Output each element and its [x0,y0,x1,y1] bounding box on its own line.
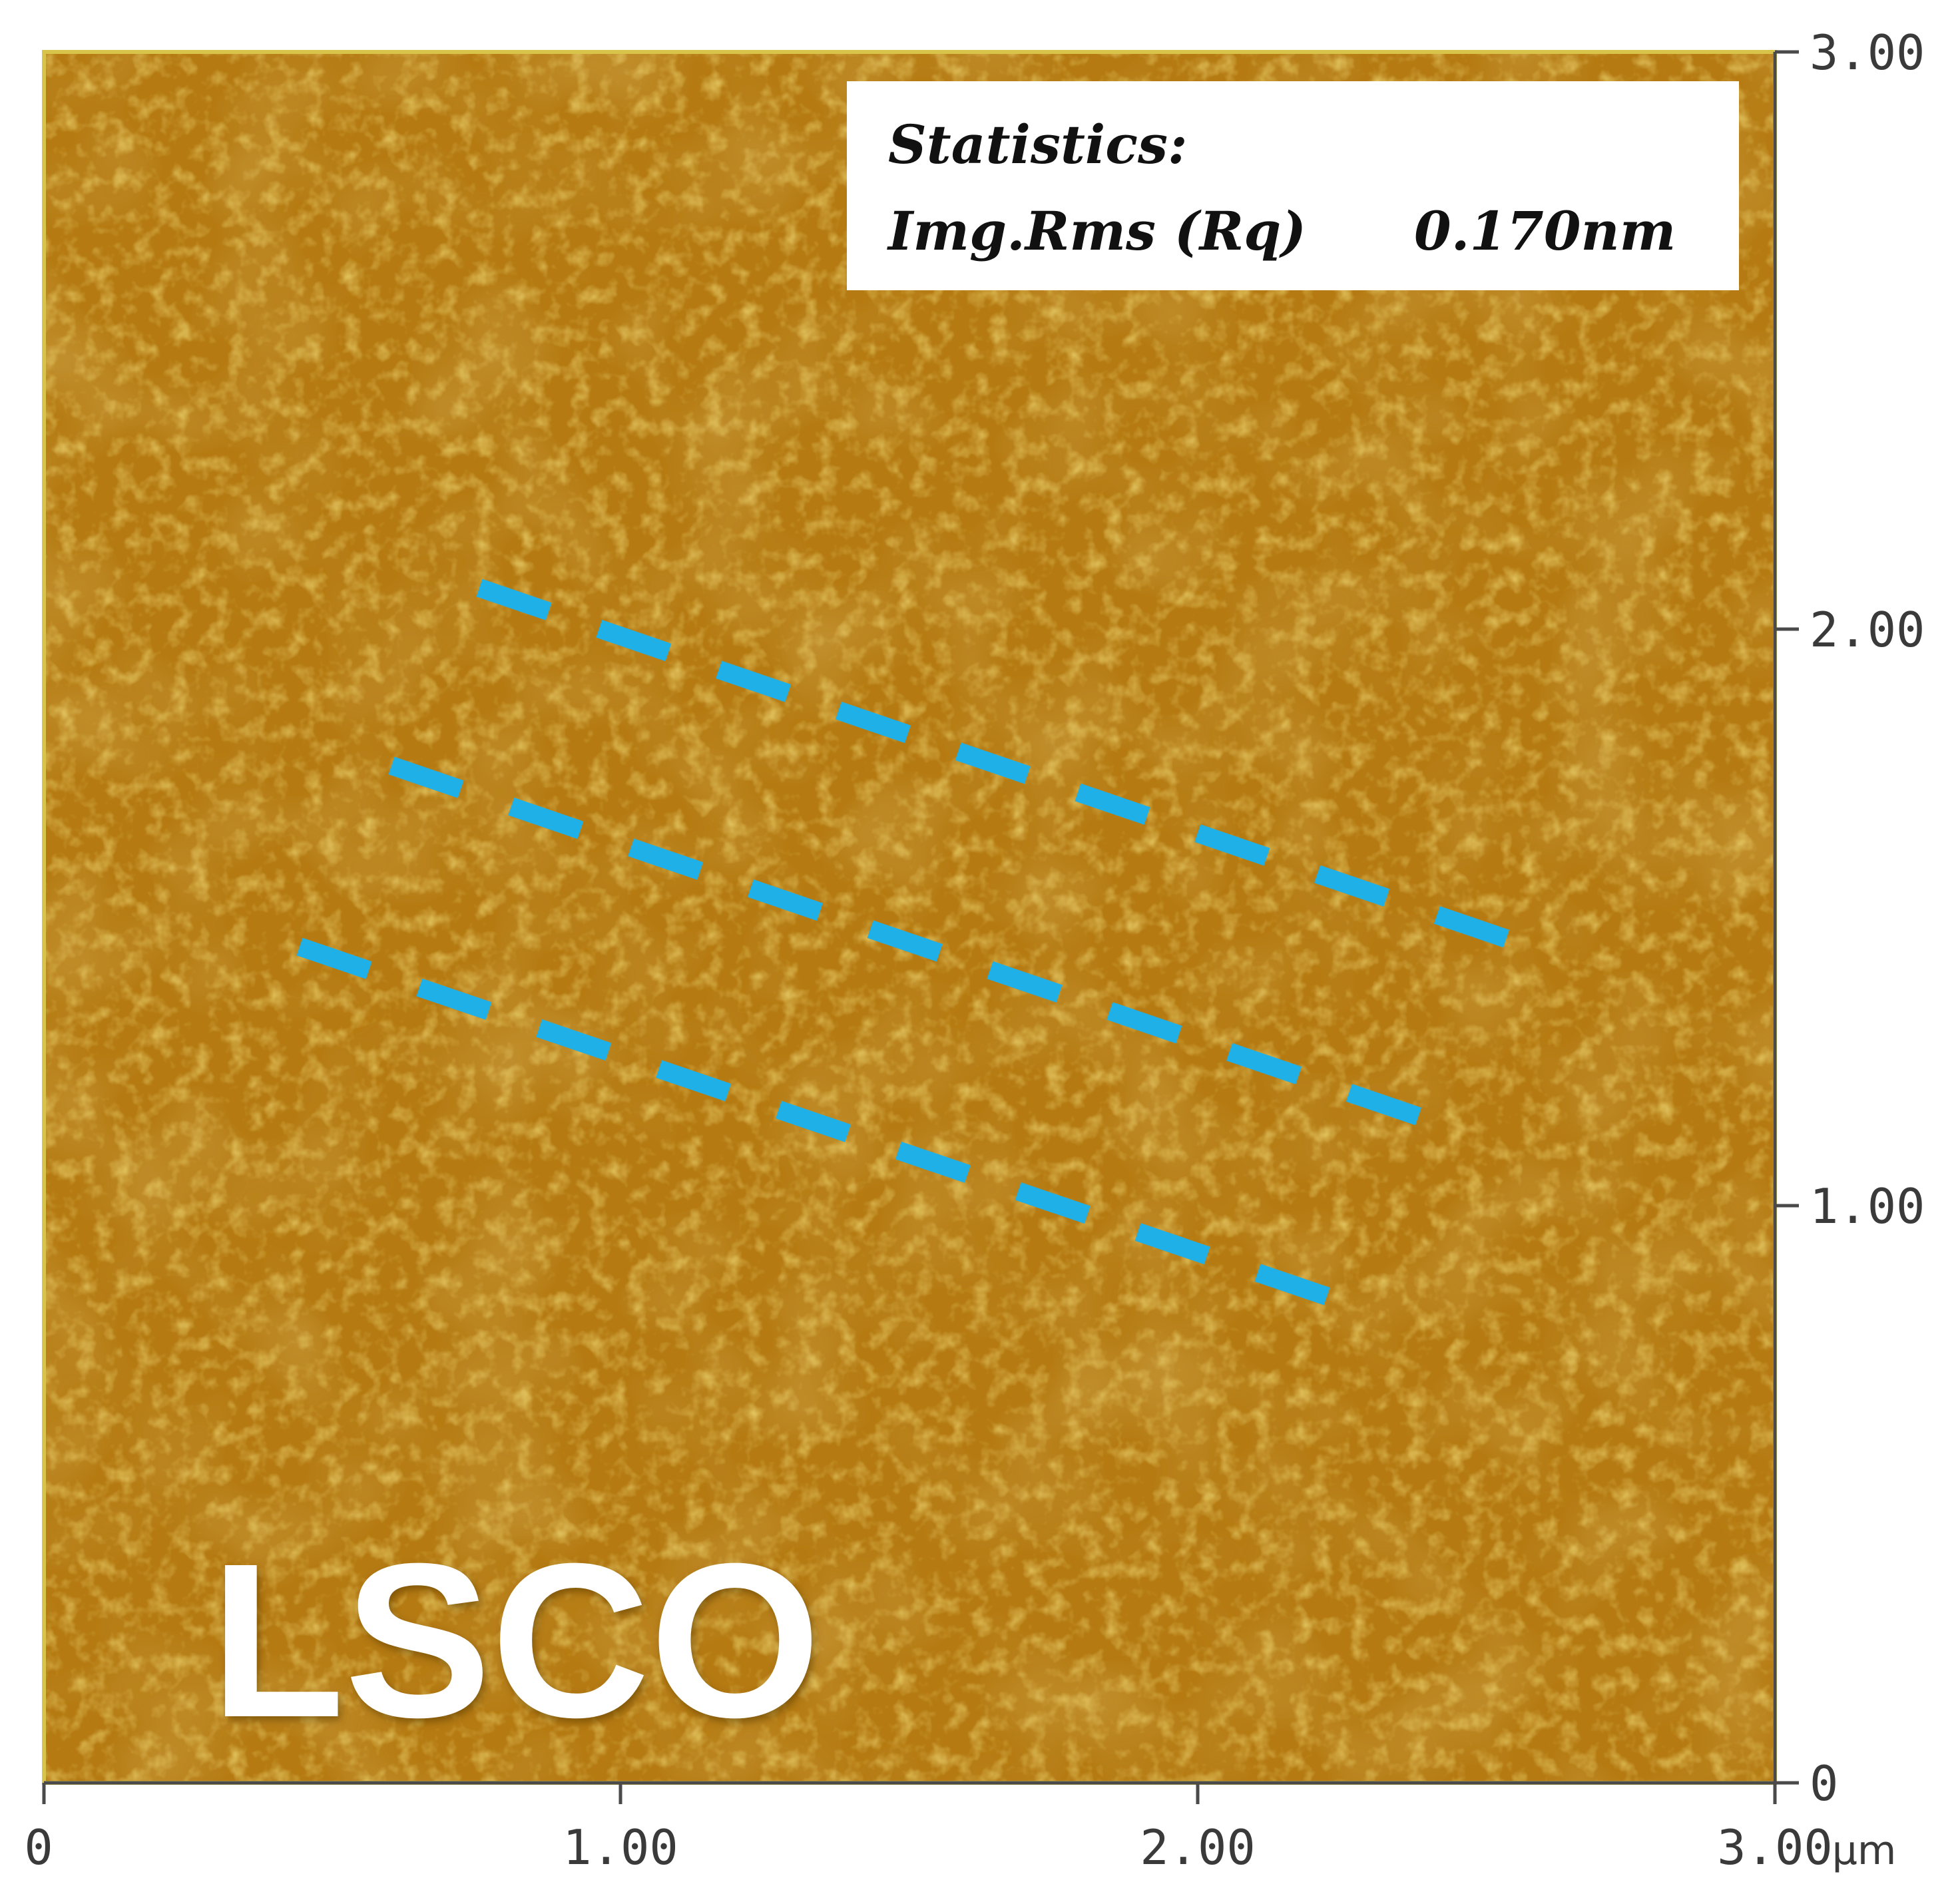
statistics-value: 0.170nm [1414,200,1676,262]
dashed-line-top [476,579,1525,953]
statistics-label: Img.Rms (Rq) [887,200,1306,262]
y-axis: 0 1.00 2.00 3.00 [1773,25,1925,1811]
dashed-line-middle [388,756,1437,1131]
x-axis: 0 1.00 2.00 3.00 µm [24,1781,1897,1875]
x-axis-unit: µm [1832,1827,1897,1874]
dashed-line-bottom [296,937,1346,1311]
y-tick-label-2: 2.00 [1810,602,1925,658]
x-tick-label-3: 3.00 [1717,1819,1832,1875]
y-tick-label-3: 3.00 [1810,25,1925,81]
y-tick-label-1: 1.00 [1810,1178,1925,1234]
x-tick-label-0: 0 [24,1819,53,1875]
y-tick-label-0: 0 [1810,1756,1838,1811]
sample-label: LSCO [210,1517,821,1763]
statistics-box: Statistics: Img.Rms (Rq) 0.170nm [847,81,1739,290]
x-tick-label-2: 2.00 [1140,1819,1255,1875]
afm-surface [42,50,1777,1785]
x-tick-label-1: 1.00 [563,1819,678,1875]
statistics-heading: Statistics: [888,113,1188,176]
dashed-lines-overlay [296,579,1525,1311]
